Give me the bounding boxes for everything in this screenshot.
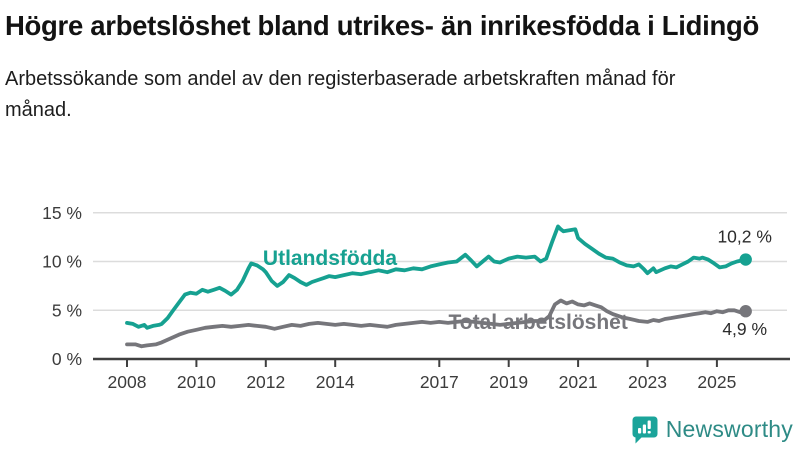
page-subtitle: Arbetssökande som andel av den registerb… [5, 67, 676, 121]
x-tick-label: 2017 [420, 372, 459, 392]
y-tick-label: 5 % [52, 300, 82, 320]
series-label-total-arbetsl-shet: Total arbetslöshet [449, 311, 628, 334]
brand-logo: Newsworthy [631, 415, 793, 444]
series-line-total-arbetsl-shet [125, 298, 748, 349]
y-tick-label: 0 % [52, 349, 82, 369]
y-tick-label: 15 % [42, 203, 82, 223]
chart-canvas: 0 % 5 % 10 % 15 % 2008 2010 2012 2014 2017 2019 20… [42, 203, 790, 392]
y-tick-label: 10 % [42, 252, 82, 272]
x-tick-label: 2019 [489, 372, 528, 392]
end-value-label-total-arbetsl-shet: 4,9 % [722, 319, 767, 339]
series-label-utlandsf-dda: Utlandsfödda [263, 247, 397, 270]
line-chart: 0 % 5 % 10 % 15 % 2008 2010 2012 2014 2017 2019 20… [0, 195, 800, 400]
series-line-utlandsf-dda [125, 224, 748, 330]
page-title: Högre arbetslöshet bland utrikes- än inr… [5, 10, 759, 41]
end-value-label-utlandsf-dda: 10,2 % [717, 227, 771, 247]
x-tick-label: 2008 [108, 372, 147, 392]
newsworthy-icon [632, 416, 658, 444]
end-dot-utlandsf-dda [739, 253, 752, 266]
brand-wordmark: Newsworthy [665, 416, 793, 442]
x-tick-label: 2025 [697, 372, 736, 392]
x-tick-label: 2014 [316, 372, 355, 392]
x-tick-label: 2023 [628, 372, 667, 392]
x-tick-label: 2021 [559, 372, 598, 392]
x-tick-label: 2010 [177, 372, 216, 392]
x-tick-label: 2012 [246, 372, 285, 392]
end-dot-total-arbetsl-shet [739, 305, 752, 318]
